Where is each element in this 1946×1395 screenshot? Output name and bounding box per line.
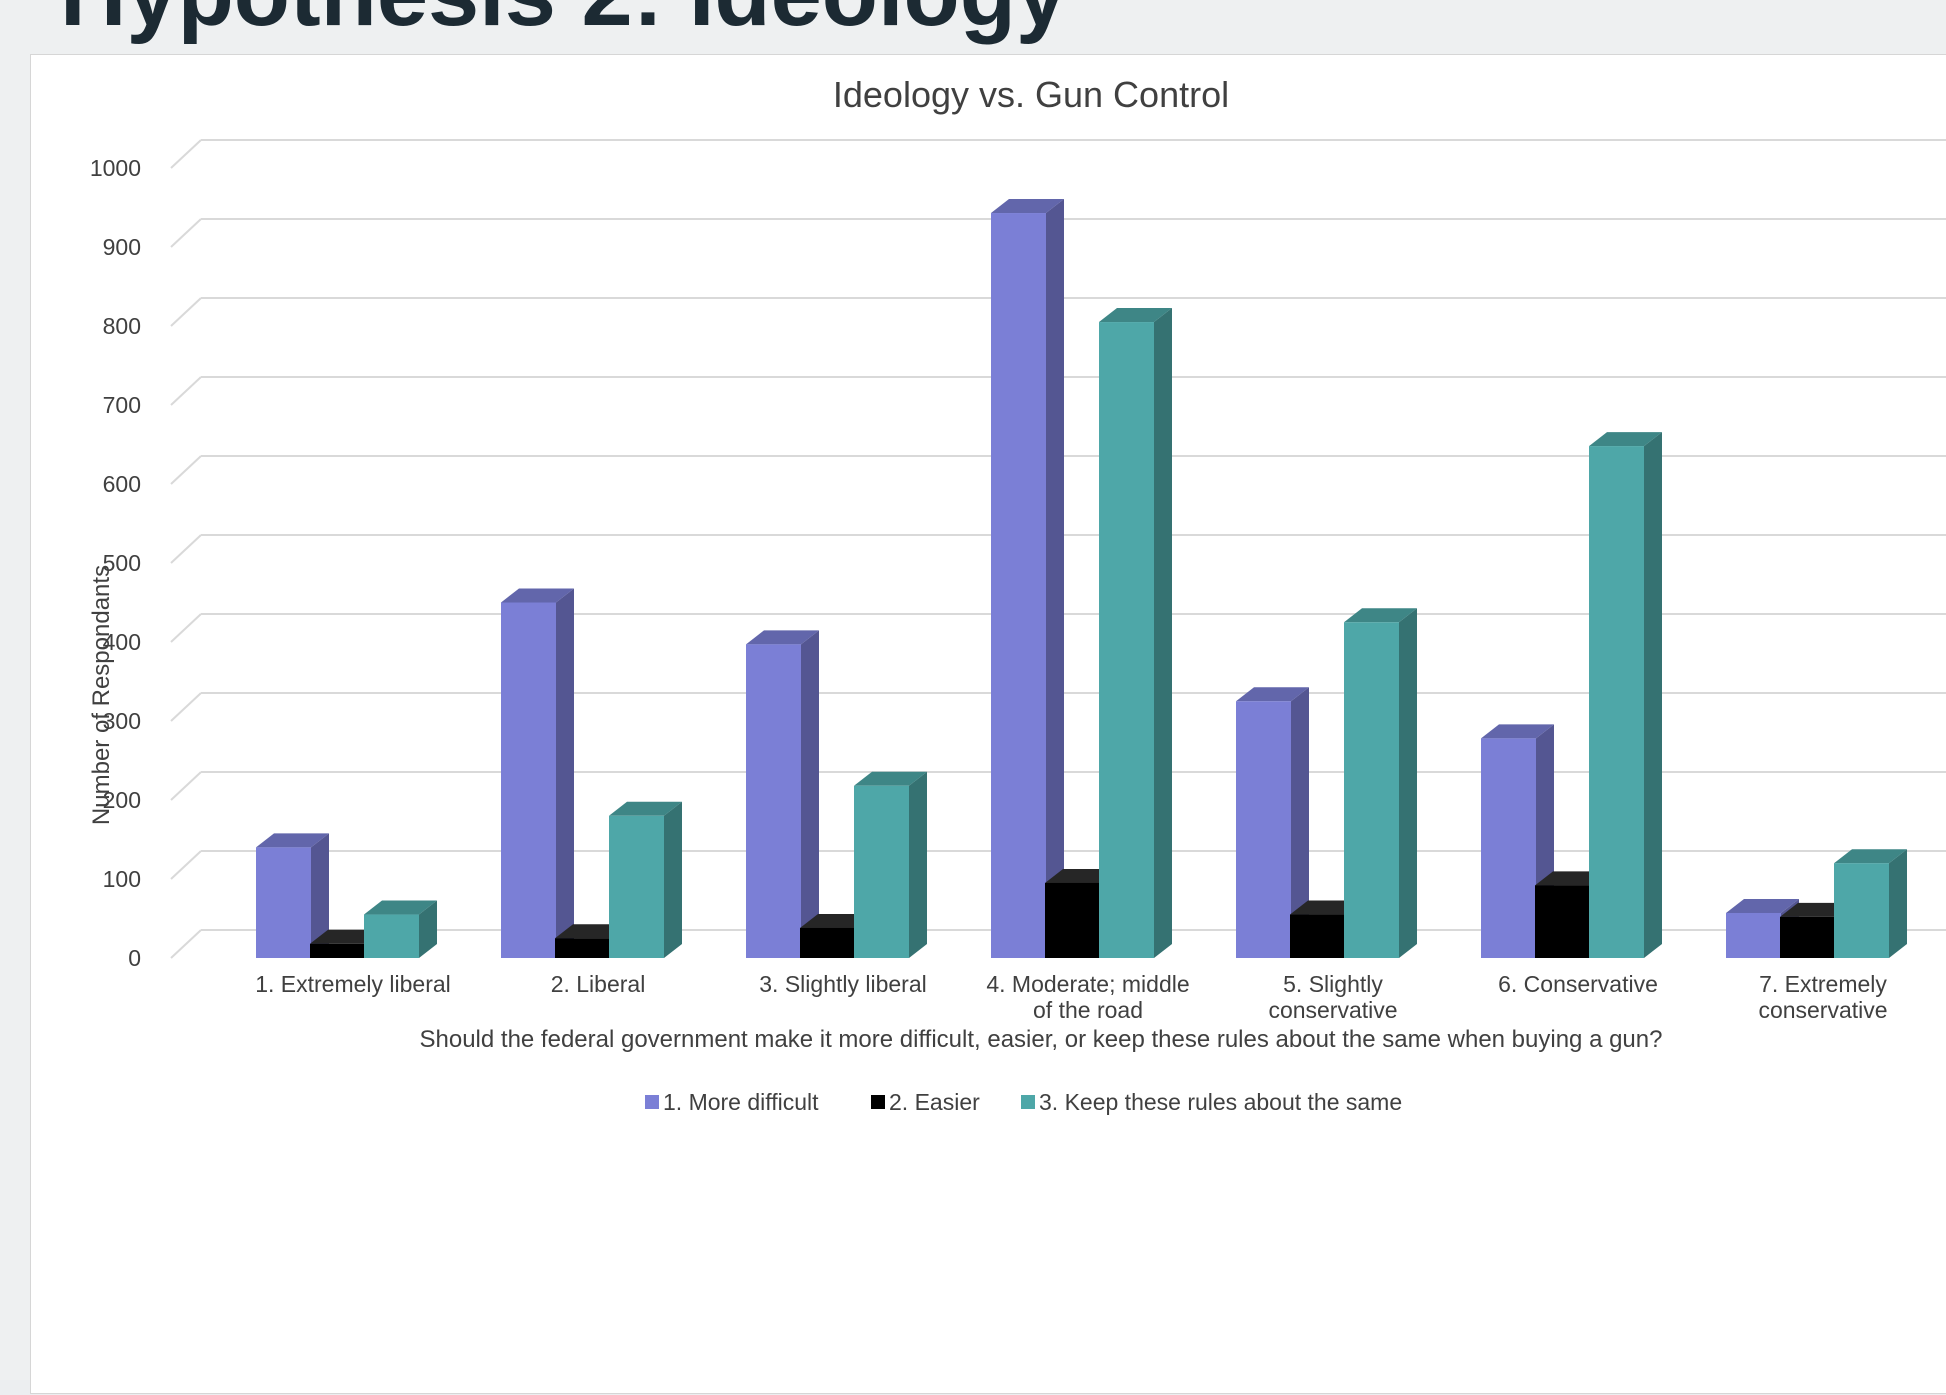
bars <box>256 199 1907 959</box>
y-tick-label: 400 <box>103 629 141 655</box>
bar-side <box>311 833 329 958</box>
y-tick-label: 0 <box>128 945 141 971</box>
y-tick-label: 700 <box>103 392 141 418</box>
bar <box>609 815 664 958</box>
bar-side <box>419 900 437 958</box>
category-group <box>1726 849 1907 958</box>
category-group <box>501 588 682 958</box>
y-tick-label: 900 <box>103 234 141 260</box>
bar-side <box>1046 199 1064 958</box>
bar-top <box>1726 898 1799 913</box>
bar-side <box>1291 687 1309 958</box>
gridline-diagonal <box>170 218 202 248</box>
y-tick-label: 600 <box>103 471 141 497</box>
bar-side <box>1154 308 1172 958</box>
bar-top <box>1834 849 1907 864</box>
legend: 1. More difficult 2. Easier 3. Keep these … <box>645 1089 1402 1115</box>
bar <box>991 213 1046 958</box>
gridline-diagonal <box>170 929 202 959</box>
bar-top <box>1236 687 1309 702</box>
gridline-diagonal <box>170 455 202 485</box>
bar-top <box>501 588 574 603</box>
chart-panel: Ideology vs. Gun Control 0 100 200 300 400 50… <box>30 54 1946 1394</box>
gridline-diagonal <box>170 297 202 327</box>
bar <box>555 938 610 958</box>
y-tick-label: 500 <box>103 550 141 576</box>
legend-label: 3. Keep these rules about the same <box>1039 1089 1402 1115</box>
gridline-diagonal <box>170 376 202 406</box>
gridline-diagonal <box>170 771 202 801</box>
gridline-diagonal <box>170 692 202 722</box>
bar <box>1834 863 1889 958</box>
bar-side <box>1399 608 1417 958</box>
category-group <box>1236 608 1417 958</box>
bar <box>1481 738 1536 958</box>
bar <box>1045 882 1100 958</box>
bar-top <box>1344 608 1417 623</box>
bar-side <box>801 630 819 958</box>
bar-top <box>854 771 927 786</box>
legend-swatch <box>1021 1095 1035 1109</box>
x-tick-label: 6. Conservative <box>1498 971 1658 997</box>
bar <box>501 602 556 958</box>
bar <box>1535 885 1590 958</box>
category-labels: 1. Extremely liberal 2. Liberal 3. Slightl… <box>255 971 1887 1023</box>
bar <box>1780 916 1835 958</box>
bar-side <box>1644 432 1662 959</box>
bar <box>746 644 801 958</box>
bar <box>1099 322 1154 958</box>
category-group <box>1481 432 1662 959</box>
y-axis-ticks: 0 100 200 300 400 500 600 700 800 900 1000 <box>90 155 141 971</box>
bar-top <box>364 900 437 915</box>
y-tick-label: 200 <box>103 787 141 813</box>
bar <box>1290 914 1345 958</box>
legend-swatch <box>645 1095 659 1109</box>
bar-top <box>1589 432 1662 447</box>
bar <box>1344 622 1399 958</box>
x-tick-label: 2. Liberal <box>551 971 646 997</box>
bar-side <box>664 801 682 958</box>
bar <box>800 927 855 958</box>
chart-svg: Ideology vs. Gun Control 0 100 200 300 400 50… <box>88 74 1946 1115</box>
chart-title: Ideology vs. Gun Control <box>833 74 1229 115</box>
legend-label: 2. Easier <box>889 1089 980 1115</box>
x-tick-label: 5. Slightly conservative <box>1268 971 1397 1023</box>
y-tick-label: 300 <box>103 708 141 734</box>
legend-label: 1. More difficult <box>663 1089 819 1115</box>
bar <box>1236 701 1291 958</box>
bar-top <box>1099 308 1172 323</box>
y-tick-label: 800 <box>103 313 141 339</box>
gridline-diagonal <box>170 534 202 564</box>
bar <box>1726 912 1781 958</box>
bar <box>1589 446 1644 958</box>
y-tick-label: 100 <box>103 866 141 892</box>
x-tick-label: 3. Slightly liberal <box>759 971 926 997</box>
slide-title: Hypothesis 2: Ideology <box>60 0 1067 47</box>
y-axis-title: Number of Respondants <box>88 565 115 825</box>
category-group <box>746 630 927 958</box>
bar-side <box>1889 849 1907 958</box>
y-tick-label: 1000 <box>90 155 141 181</box>
bar-top <box>609 801 682 816</box>
bar <box>854 785 909 958</box>
bar <box>256 847 311 958</box>
bar <box>364 914 419 958</box>
x-tick-label: 4. Moderate; middle of the road <box>986 971 1189 1023</box>
category-group <box>256 833 437 958</box>
bar-side <box>909 771 927 958</box>
gridline-diagonal <box>170 613 202 643</box>
bar-top <box>991 199 1064 214</box>
category-group <box>991 199 1172 958</box>
x-tick-label: 7. Extremely conservative <box>1758 971 1887 1023</box>
gridline-diagonal <box>170 139 202 169</box>
legend-swatch <box>871 1095 885 1109</box>
bar <box>310 943 365 958</box>
bar-top <box>256 833 329 848</box>
bar-top <box>746 630 819 645</box>
x-tick-label: 1. Extremely liberal <box>255 971 451 997</box>
bar-top <box>1481 724 1554 739</box>
x-axis-title: Should the federal government make it mo… <box>420 1026 1663 1053</box>
bar-side <box>556 588 574 958</box>
gridline-diagonal <box>170 850 202 880</box>
